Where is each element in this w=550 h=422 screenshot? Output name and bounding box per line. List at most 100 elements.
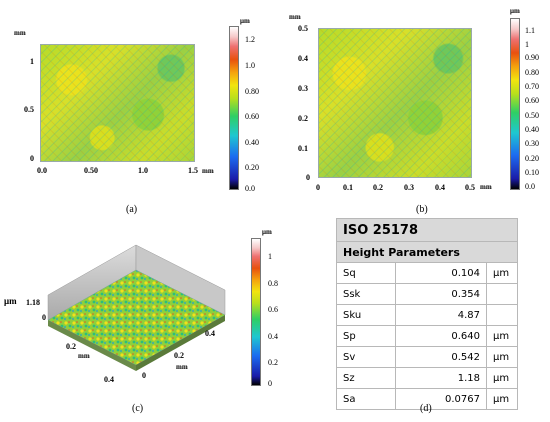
table-row: Sp 0.640 μm <box>336 325 518 347</box>
panel-b-y-tick: 0 <box>306 173 310 182</box>
panel-a-y-tick: 1 <box>30 57 34 66</box>
panel-b-x-tick: 0.3 <box>404 183 414 192</box>
colorbar-tick: 0.60 <box>245 112 259 121</box>
param-unit <box>486 304 518 326</box>
panel-b-colorbar-unit: μm <box>510 7 520 15</box>
panel-c-left-tick: 0.2 <box>66 342 76 351</box>
panel-a-y-unit: mm <box>14 29 26 37</box>
panel-b-x-tick: 0 <box>316 183 320 192</box>
colorbar-tick: 1 <box>525 40 529 49</box>
panel-b-x-tick: 0.4 <box>435 183 445 192</box>
panel-b-y-tick: 0.1 <box>298 144 308 153</box>
colorbar-tick: 0.10 <box>525 168 539 177</box>
panel-a-colorbar <box>229 26 239 190</box>
panel-a-x-unit: mm <box>202 167 214 175</box>
panel-c-z-max: 1.18 <box>26 298 40 307</box>
param-value: 0.104 <box>395 262 487 284</box>
param-name: Sz <box>336 367 396 389</box>
colorbar-tick: 0.80 <box>525 68 539 77</box>
param-value: 1.18 <box>395 367 487 389</box>
table-row: Ssk 0.354 <box>336 283 518 305</box>
panel-c-front-edge-left <box>48 320 136 371</box>
panel-d-caption: (d) <box>420 403 432 414</box>
panel-a-caption: (a) <box>126 204 138 215</box>
panel-c-right-tick: 0.2 <box>174 351 184 360</box>
param-unit: μm <box>486 346 518 368</box>
panel-c-colorbar-unit: μm <box>262 228 272 236</box>
panel-c-left-unit: mm <box>78 352 90 360</box>
panel-c-3d-surface <box>47 244 226 371</box>
param-unit: μm <box>486 262 518 284</box>
panel-a-x-tick: 1.5 <box>188 166 198 175</box>
param-name: Sv <box>336 346 396 368</box>
param-unit: μm <box>486 325 518 347</box>
panel-c-z-unit: μm <box>4 296 17 306</box>
colorbar-tick: 0.8 <box>268 279 278 288</box>
param-name: Sa <box>336 388 396 410</box>
table-row: Sz 1.18 μm <box>336 367 518 389</box>
colorbar-tick: 0.0 <box>525 182 535 191</box>
colorbar-tick: 0.2 <box>268 358 278 367</box>
param-name: Sku <box>336 304 396 326</box>
panel-b-caption: (b) <box>416 204 428 215</box>
panel-a-y-tick: 0 <box>30 154 34 163</box>
panel-b-y-tick: 0.5 <box>298 24 308 33</box>
param-unit: μm <box>486 367 518 389</box>
colorbar-tick: 1.1 <box>525 26 535 35</box>
panel-a-x-tick: 0.0 <box>37 166 47 175</box>
param-value: 4.87 <box>395 304 487 326</box>
table-row: Sku 4.87 <box>336 304 518 326</box>
table-row: Sa 0.0767 μm <box>336 388 518 410</box>
colorbar-tick: 1.2 <box>245 35 255 44</box>
panel-c-right-tick: 0.4 <box>205 329 215 338</box>
colorbar-tick: 0.90 <box>525 53 539 62</box>
param-unit <box>486 283 518 305</box>
param-value: 0.0767 <box>395 388 487 410</box>
param-name: Ssk <box>336 283 396 305</box>
colorbar-tick: 0.20 <box>525 154 539 163</box>
colorbar-tick: 0.70 <box>525 82 539 91</box>
panel-a-x-tick: 1.0 <box>138 166 148 175</box>
panel-b-y-tick: 0.3 <box>298 84 308 93</box>
panel-a-y-tick: 0.5 <box>24 105 34 114</box>
panel-b-x-tick: 0.5 <box>465 183 475 192</box>
panel-b-x-unit: mm <box>480 183 492 191</box>
panel-b-surface-map <box>318 28 472 178</box>
param-name: Sq <box>336 262 396 284</box>
panel-c-right-unit: mm <box>176 363 188 371</box>
panel-a-x-tick: 0.50 <box>84 166 98 175</box>
panel-b-x-tick: 0.1 <box>343 183 353 192</box>
colorbar-tick: 1.0 <box>245 61 255 70</box>
panel-c-colorbar <box>251 238 261 386</box>
param-value: 0.354 <box>395 283 487 305</box>
table-title: ISO 25178 <box>336 218 518 242</box>
table-subtitle: Height Parameters <box>336 241 518 263</box>
colorbar-tick: 0.0 <box>245 184 255 193</box>
panel-c-left-tick: 0 <box>42 313 46 322</box>
panel-b-y-tick: 0.2 <box>298 114 308 123</box>
param-name: Sp <box>336 325 396 347</box>
colorbar-tick: 0.50 <box>525 111 539 120</box>
colorbar-tick: 0 <box>268 379 272 388</box>
colorbar-tick: 1 <box>268 252 272 261</box>
colorbar-tick: 0.30 <box>525 139 539 148</box>
table-row: Sq 0.104 μm <box>336 262 518 284</box>
param-unit: μm <box>486 388 518 410</box>
panel-c-right-tick: 0 <box>142 371 146 380</box>
panel-c-front-edge-right <box>136 315 225 371</box>
colorbar-tick: 0.60 <box>525 96 539 105</box>
param-value: 0.640 <box>395 325 487 347</box>
param-value: 0.542 <box>395 346 487 368</box>
colorbar-tick: 0.80 <box>245 87 259 96</box>
panel-b-y-tick: 0.4 <box>298 54 308 63</box>
colorbar-tick: 0.40 <box>245 138 259 147</box>
panel-b-y-unit: mm <box>289 13 301 21</box>
panel-b-colorbar <box>510 18 520 190</box>
panel-a-surface-map <box>40 44 195 162</box>
panel-a-colorbar-unit: μm <box>240 17 250 25</box>
iso-25178-table: ISO 25178 Height Parameters Sq 0.104 μm … <box>336 218 518 410</box>
panel-b-x-tick: 0.2 <box>373 183 383 192</box>
panel-c-left-tick: 0.4 <box>104 375 114 384</box>
panel-c-caption: (c) <box>132 403 144 414</box>
colorbar-tick: 0.40 <box>525 125 539 134</box>
